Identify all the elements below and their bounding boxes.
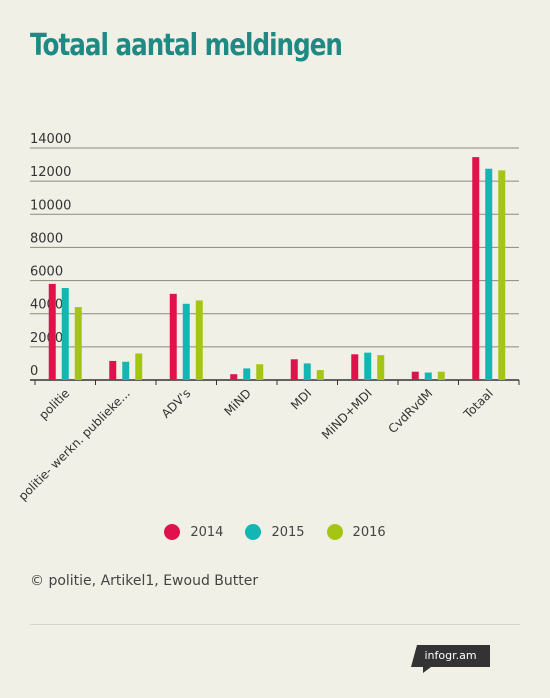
bar-2015-1[interactable]	[61, 288, 69, 380]
x-tick-label: politie- werkn. publieke...	[16, 386, 133, 503]
legend-item-2016[interactable]: 2016	[326, 524, 386, 540]
y-tick-label: 4000	[30, 298, 63, 313]
bar-2015-5[interactable]	[303, 363, 311, 380]
y-tick-label: 0	[30, 364, 38, 379]
bar-2014-2[interactable]	[109, 360, 117, 380]
bar-2015-8[interactable]	[485, 168, 493, 380]
y-tick-label: 2000	[30, 331, 63, 346]
x-tick-label: Totaal	[460, 386, 496, 422]
divider	[30, 624, 520, 625]
legend: 2014 2015 2016	[0, 524, 550, 540]
bar-2016-3[interactable]	[195, 300, 203, 380]
legend-swatch	[164, 524, 181, 540]
legend-swatch	[326, 524, 343, 540]
bar-2015-6[interactable]	[364, 352, 372, 380]
bar-2014-6[interactable]	[351, 354, 359, 380]
x-tick-label: MDI	[288, 386, 314, 412]
y-tick-label: 12000	[30, 165, 71, 180]
bar-2014-1[interactable]	[48, 283, 56, 380]
bar-2016-1[interactable]	[74, 307, 82, 380]
legend-item-2014[interactable]: 2014	[164, 524, 223, 540]
y-tick-label: 6000	[30, 265, 63, 280]
source-credit: © politie, Artikel1, Ewoud Butter	[30, 573, 259, 589]
legend-item-2015[interactable]: 2015	[245, 524, 305, 540]
bar-chart: 0 2000 4000 6000 8000 10000 12000 14000 politie…	[16, 132, 520, 503]
bar-2015-3[interactable]	[182, 303, 190, 380]
bar-2014-7[interactable]	[411, 371, 419, 380]
legend-swatch	[245, 524, 262, 540]
x-tick-label: MiND+MDI	[319, 386, 375, 442]
bar-2016-8[interactable]	[498, 170, 506, 380]
y-tick-label: 10000	[30, 198, 71, 213]
page-title: Totaal aantal meldingen	[30, 28, 343, 63]
bar-2014-4[interactable]	[230, 374, 238, 380]
bars	[48, 157, 506, 380]
bar-2016-4[interactable]	[256, 364, 264, 380]
infogram-logo[interactable]: infogr.am	[411, 645, 490, 673]
bar-2015-7[interactable]	[424, 372, 432, 380]
bar-2014-3[interactable]	[169, 293, 177, 380]
bar-2014-5[interactable]	[290, 359, 298, 380]
legend-label: 2015	[271, 524, 305, 540]
logo-text: infogr.am	[424, 649, 477, 662]
y-tick-label: 14000	[30, 132, 71, 147]
bar-2016-5[interactable]	[316, 370, 324, 380]
y-tick-label: 8000	[30, 231, 63, 246]
bar-2016-7[interactable]	[437, 371, 445, 380]
bar-2015-2[interactable]	[122, 361, 130, 380]
bar-2014-8[interactable]	[472, 157, 480, 380]
bar-2016-2[interactable]	[135, 353, 143, 380]
x-tick-label: MiND	[221, 386, 253, 418]
bar-2015-4[interactable]	[243, 368, 251, 380]
legend-label: 2016	[352, 524, 386, 540]
x-tick-label: politie	[36, 386, 72, 422]
legend-label: 2014	[190, 524, 224, 540]
grid-lines	[30, 147, 519, 348]
bar-2016-6[interactable]	[377, 355, 385, 380]
x-tick-label: CvdRvdM	[386, 386, 436, 436]
x-tick-label: ADV's	[159, 386, 194, 421]
